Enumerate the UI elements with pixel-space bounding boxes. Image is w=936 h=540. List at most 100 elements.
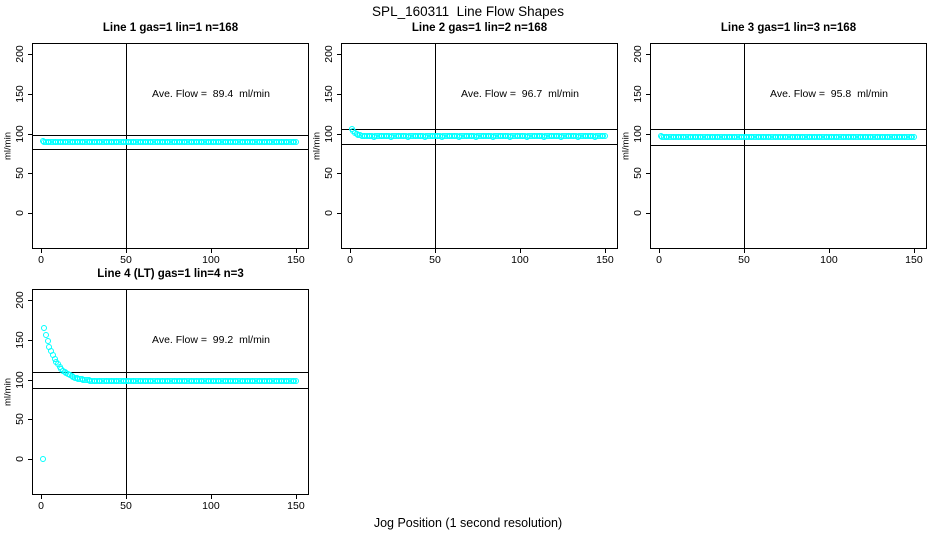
y-tick-label: 150 [632, 85, 644, 103]
x-tick-label: 150 [287, 500, 305, 512]
y-axis-label: ml/min [2, 132, 14, 160]
x-tick-label: 0 [38, 500, 44, 512]
y-tick-mark [337, 133, 342, 135]
data-point [910, 134, 917, 141]
x-tick-label: 100 [202, 500, 220, 512]
y-tick-label: 200 [14, 45, 26, 63]
x-tick-mark [40, 494, 42, 499]
plot-panel-line-3: Line 3 gas=1 lin=3 n=168 ml/min Ave. Flo… [621, 22, 927, 266]
plot-panel-line-4: Line 4 (LT) gas=1 lin=4 n=3 ml/min Ave. … [3, 268, 309, 512]
x-tick-mark [125, 248, 127, 253]
y-tick-mark [28, 54, 33, 56]
plot-title: Line 1 gas=1 lin=1 n=168 [102, 22, 239, 34]
reference-hline [33, 135, 308, 137]
data-point [41, 324, 48, 331]
x-tick-label: 0 [347, 254, 353, 266]
y-tick-mark [28, 133, 33, 135]
ave-flow-annotation: Ave. Flow = 99.2 ml/min [152, 334, 270, 346]
y-tick-label: 0 [14, 456, 26, 463]
y-tick-mark [646, 173, 651, 175]
reference-hline [651, 144, 926, 146]
x-tick-label: 150 [287, 254, 305, 266]
y-tick-label: 200 [14, 291, 26, 309]
reference-hline [33, 149, 308, 151]
x-tick-mark [828, 248, 830, 253]
x-tick-label: 100 [511, 254, 529, 266]
x-tick-mark [40, 248, 42, 253]
y-tick-label: 50 [632, 167, 644, 180]
y-tick-label: 200 [632, 45, 644, 63]
x-axis-label: Jog Position (1 second resolution) [373, 516, 563, 530]
x-tick-label: 50 [120, 254, 132, 266]
y-tick-mark [337, 213, 342, 215]
y-tick-label: 150 [14, 85, 26, 103]
y-tick-mark [28, 213, 33, 215]
y-tick-mark [28, 379, 33, 381]
plot-title: Line 4 (LT) gas=1 lin=4 n=3 [97, 268, 244, 280]
x-tick-mark [434, 248, 436, 253]
reference-hline [342, 144, 617, 145]
y-tick-mark [646, 213, 651, 215]
data-point [292, 378, 299, 385]
x-tick-mark [210, 494, 212, 499]
x-tick-label: 50 [738, 254, 750, 266]
ave-flow-annotation: Ave. Flow = 89.4 ml/min [152, 88, 270, 100]
y-tick-mark [646, 93, 651, 95]
y-tick-label: 150 [323, 85, 335, 103]
ave-flow-annotation: Ave. Flow = 96.7 ml/min [461, 88, 579, 100]
reference-hline [33, 372, 308, 374]
reference-hline [651, 129, 926, 131]
reference-hline [33, 388, 308, 390]
reference-hline [342, 128, 617, 130]
x-tick-label: 100 [202, 254, 220, 266]
y-tick-mark [337, 93, 342, 95]
data-point [39, 456, 46, 463]
y-tick-label: 100 [14, 370, 26, 389]
y-tick-label: 200 [323, 45, 335, 63]
y-tick-mark [28, 300, 33, 302]
x-tick-label: 50 [120, 500, 132, 512]
reference-vline [125, 44, 127, 248]
reference-vline [125, 290, 127, 494]
x-tick-mark [295, 494, 297, 499]
y-tick-label: 0 [323, 210, 335, 217]
y-axis-label: ml/min [620, 132, 632, 160]
reference-vline [743, 44, 745, 248]
y-tick-label: 100 [323, 124, 335, 143]
y-tick-mark [646, 54, 651, 56]
y-tick-label: 150 [14, 331, 26, 349]
figure-title: SPL_160311 Line Flow Shapes [372, 4, 564, 19]
x-tick-label: 50 [429, 254, 441, 266]
x-tick-mark [210, 248, 212, 253]
plot-title: Line 2 gas=1 lin=2 n=168 [411, 22, 548, 34]
x-tick-label: 0 [656, 254, 662, 266]
x-tick-label: 100 [820, 254, 838, 266]
y-tick-mark [28, 339, 33, 341]
plot-panel-line-1: Line 1 gas=1 lin=1 n=168 ml/min Ave. Flo… [3, 22, 309, 266]
plot-panel-line-2: Line 2 gas=1 lin=2 n=168 ml/min Ave. Flo… [312, 22, 618, 266]
y-tick-mark [337, 173, 342, 175]
x-tick-mark [295, 248, 297, 253]
y-tick-mark [28, 93, 33, 95]
y-tick-mark [28, 173, 33, 175]
y-tick-mark [28, 459, 33, 461]
y-tick-label: 0 [632, 210, 644, 217]
y-axis-label: ml/min [2, 378, 14, 406]
x-tick-mark [913, 248, 915, 253]
x-tick-label: 150 [596, 254, 614, 266]
y-tick-label: 100 [632, 124, 644, 143]
x-tick-mark [349, 248, 351, 253]
x-tick-label: 150 [905, 254, 923, 266]
y-tick-mark [337, 54, 342, 56]
y-tick-label: 0 [14, 210, 26, 217]
y-tick-label: 50 [14, 413, 26, 426]
y-tick-mark [646, 133, 651, 135]
x-tick-label: 0 [38, 254, 44, 266]
y-tick-label: 50 [14, 167, 26, 180]
ave-flow-annotation: Ave. Flow = 95.8 ml/min [770, 88, 888, 100]
y-tick-mark [28, 419, 33, 421]
data-point [292, 139, 299, 146]
x-tick-mark [658, 248, 660, 253]
x-tick-mark [604, 248, 606, 253]
